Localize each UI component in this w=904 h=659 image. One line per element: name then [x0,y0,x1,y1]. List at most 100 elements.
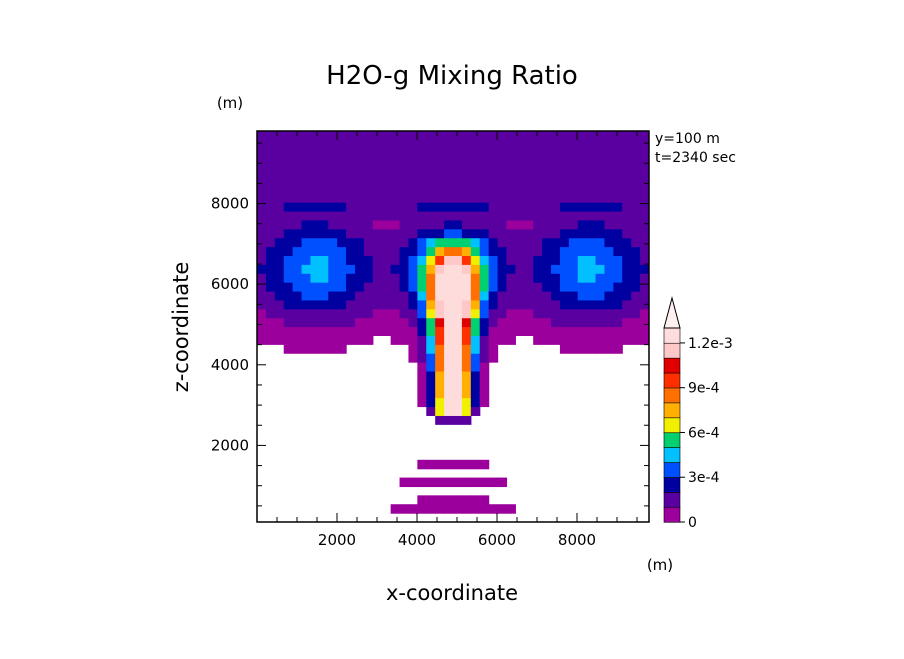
field-cell [346,290,356,301]
field-cell [640,308,649,319]
field-cell [355,264,365,274]
field-cell [310,202,320,212]
field-cell [533,237,543,248]
field-cell [426,344,436,354]
field-cell [622,299,632,310]
field-cell [568,264,579,274]
field-cell [568,210,579,221]
field-cell [435,210,445,221]
field-cell [453,415,463,425]
y-unit-label: (m) [217,94,243,112]
field-cell [381,308,392,319]
field-cell [506,326,516,336]
field-cell [568,193,579,203]
field-cell [265,184,276,194]
field-cell [622,131,632,141]
colorbar-extend-max [663,296,681,329]
field-cell [559,166,570,177]
field-cell [319,228,329,239]
field-cell [310,193,320,203]
field-cell [328,210,338,221]
field-cell [568,282,579,292]
field-cell [604,255,614,265]
field-cell [444,477,454,488]
field-cell [622,255,632,265]
field-cell [363,282,374,292]
field-cell [604,193,614,203]
field-cell [274,219,285,230]
field-cell [524,237,534,248]
field-cell [363,264,374,274]
field-cell [506,193,516,203]
field-cell [319,237,329,248]
field-cell [444,219,454,230]
field-cell [640,219,649,230]
field-cell [551,308,561,319]
field-cell [408,504,418,514]
field-cell [444,282,454,292]
field-cell [444,246,454,257]
field-cell [453,264,463,274]
field-cell [497,317,508,328]
field-cell [613,202,623,212]
field-cell [479,237,490,248]
field-cell [372,219,383,230]
field-cell [355,282,365,292]
field-cell [461,202,472,212]
field-cell [274,308,285,319]
field-cell [328,299,338,310]
field-cell [577,228,588,239]
field-cell [444,317,454,328]
field-cell [515,210,525,221]
field-cell [559,299,570,310]
field-cell [257,317,267,328]
field-cell [346,246,356,257]
field-cell [417,379,427,390]
field-cell [310,175,320,185]
field-cell [337,317,347,328]
field-cell [444,210,454,221]
field-cell [595,139,606,150]
field-cell [265,228,276,239]
field-cell [426,308,436,319]
field-cell [444,397,454,408]
field-cell [604,228,614,239]
field-cell [461,317,472,328]
field-cell [488,504,499,514]
field-cell [435,193,445,203]
field-cell [515,282,525,292]
field-cell [346,237,356,248]
field-cell [363,228,374,239]
field-cell [310,139,320,150]
field-cell [640,237,649,248]
field-cell [461,299,472,310]
field-cell [328,326,338,336]
field-cell [453,335,463,345]
field-cell [390,282,401,292]
field-cell [283,290,294,301]
field-cell [577,290,588,301]
field-cell [595,326,606,336]
field-cell [399,139,410,150]
field-cell [595,210,606,221]
field-cell [470,148,481,159]
field-cell [301,255,312,265]
field-cell [488,210,499,221]
colorbar-swatch [663,327,681,344]
field-cell [435,477,445,488]
field-cell [301,139,312,150]
field-cell [426,255,436,265]
field-cell [586,335,597,345]
field-cell [631,282,641,292]
field-cell [399,255,410,265]
field-cell [426,166,436,177]
field-cell [470,317,481,328]
x-axis: 2000 4000 6000 8000 [276,131,638,549]
field-cell [506,219,516,230]
field-cell [372,246,383,257]
field-cell [265,193,276,203]
field-cell [328,317,338,328]
field-cell [328,264,338,274]
field-cell [604,166,614,177]
field-cell [586,157,597,168]
